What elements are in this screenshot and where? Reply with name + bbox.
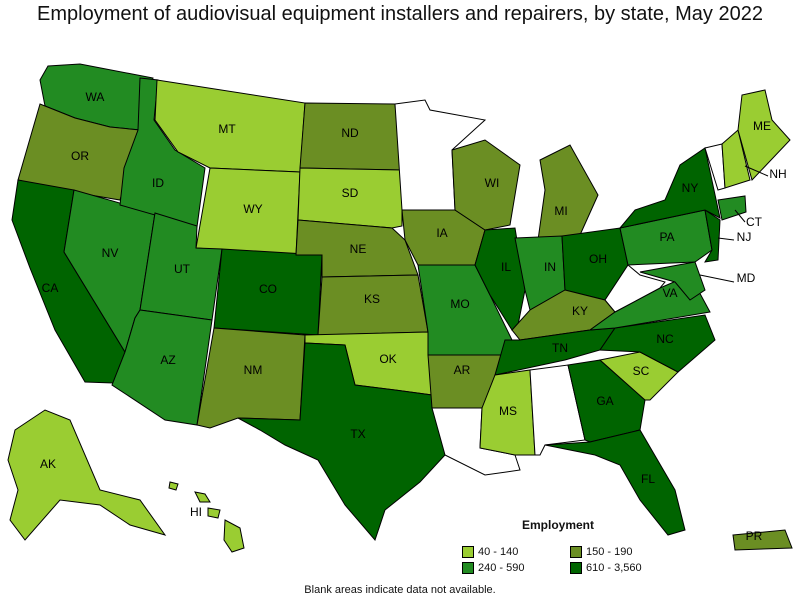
state-NY[interactable] (618, 147, 721, 229)
state-label-fl: FL (641, 472, 655, 486)
state-FL[interactable] (544, 429, 686, 536)
state-label-co: CO (259, 282, 277, 296)
state-label-or: OR (71, 149, 89, 163)
state-AK[interactable] (7, 409, 167, 541)
legend-swatch (462, 562, 474, 575)
footnote: Blank areas indicate data not available. (304, 584, 496, 596)
legend: Employment 40 - 140 150 - 190 240 - 590 … (462, 518, 682, 578)
state-label-nm: NM (244, 363, 263, 377)
state-PR[interactable] (732, 529, 793, 551)
legend-swatch (570, 562, 582, 575)
state-label-sd: SD (342, 186, 359, 200)
state-label-hi: HI (190, 505, 202, 519)
state-label-ut: UT (174, 262, 191, 276)
state-label-mo: MO (450, 297, 469, 311)
state-label-nc: NC (656, 332, 674, 346)
state-HI[interactable] (223, 519, 245, 553)
state-NJ[interactable] (704, 208, 721, 263)
state-CT[interactable] (717, 195, 747, 221)
state-label-az: AZ (160, 353, 175, 367)
legend-title: Employment (522, 518, 595, 532)
legend-item-bin1: 40 - 140 (462, 546, 518, 560)
state-label-nj: NJ (737, 230, 752, 244)
legend-swatch (462, 546, 474, 559)
leader-line-nj (717, 237, 735, 241)
state-label-il: IL (501, 260, 511, 274)
state-label-wi: WI (485, 176, 500, 190)
state-label-ms: MS (499, 404, 517, 418)
state-label-va: VA (662, 286, 677, 300)
state-label-ky: KY (572, 304, 588, 318)
legend-item-bin3: 240 - 590 (462, 562, 524, 576)
state-label-mt: MT (218, 122, 236, 136)
state-label-me: ME (753, 119, 771, 133)
state-HI-islands-3 (207, 507, 221, 519)
state-label-md: MD (737, 271, 756, 285)
state-MI[interactable] (537, 144, 599, 241)
state-label-ne: NE (350, 242, 367, 256)
state-label-pr: PR (746, 529, 763, 543)
state-label-ak: AK (40, 457, 56, 471)
state-label-ny: NY (682, 181, 699, 195)
legend-label: 240 - 590 (478, 562, 525, 574)
state-label-ga: GA (596, 394, 613, 408)
legend-item-bin2: 150 - 190 (570, 546, 632, 560)
legend-label: 610 - 3,560 (586, 562, 642, 574)
legend-label: 150 - 190 (586, 546, 633, 558)
state-label-sc: SC (633, 364, 650, 378)
state-label-nh: NH (769, 167, 786, 181)
state-ME[interactable] (737, 89, 791, 181)
legend-item-bin4: 610 - 3,560 (570, 562, 642, 576)
state-label-nd: ND (341, 126, 359, 140)
us-state-map: WA OR CA NV ID MT WY UT AZ CO NM ND SD NE KS OK TX IA MO AR… (7, 63, 793, 553)
state-label-mi: MI (554, 204, 567, 218)
legend-swatch (570, 546, 582, 559)
state-AZ[interactable] (111, 309, 213, 426)
state-WI[interactable] (451, 139, 521, 231)
state-label-ia: IA (436, 226, 447, 240)
state-label-pa: PA (659, 230, 674, 244)
state-label-oh: OH (589, 252, 607, 266)
legend-label: 40 - 140 (478, 546, 519, 558)
leader-line-nh (744, 165, 769, 177)
state-label-ar: AR (454, 363, 471, 377)
state-label-in: IN (544, 260, 556, 274)
state-SD[interactable] (297, 167, 403, 229)
map-title: Employment of audiovisual equipment inst… (37, 3, 763, 25)
state-label-id: ID (152, 176, 164, 190)
state-NM[interactable] (196, 327, 306, 429)
state-label-ks: KS (364, 292, 380, 306)
state-MD[interactable] (639, 261, 706, 301)
state-NH[interactable] (721, 129, 751, 189)
state-label-tn: TN (552, 341, 568, 355)
state-label-tx: TX (350, 427, 365, 441)
state-label-wy: WY (243, 202, 262, 216)
state-label-ct: CT (746, 215, 763, 229)
state-HI-islands-2 (194, 491, 211, 503)
state-label-wa: WA (86, 90, 105, 104)
state-SC[interactable] (598, 351, 679, 401)
state-label-ok: OK (379, 352, 396, 366)
leader-line-md (699, 274, 735, 283)
state-TX[interactable] (237, 342, 446, 541)
state-HI-islands (168, 481, 179, 491)
state-label-nv: NV (102, 246, 119, 260)
state-label-ca: CA (42, 281, 59, 295)
leader-line-ct (734, 209, 746, 223)
